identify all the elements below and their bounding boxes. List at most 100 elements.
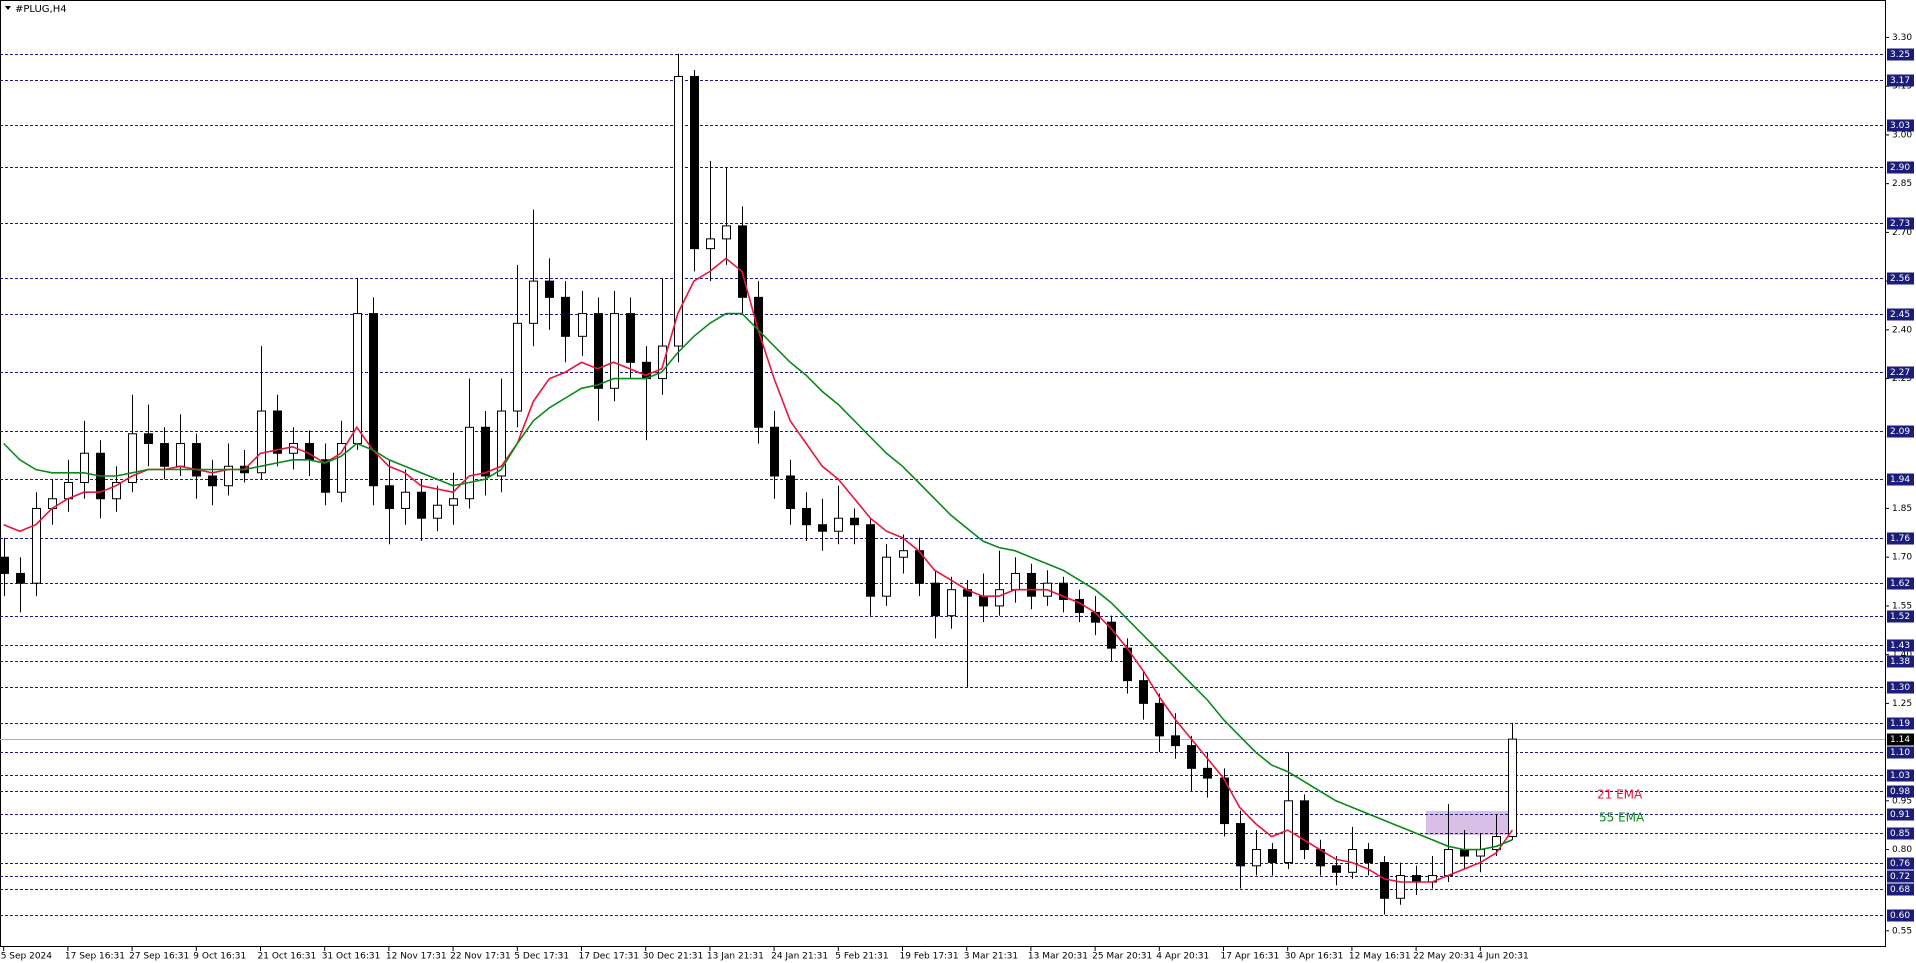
candle-body (802, 507, 811, 526)
level-label: 0.85 (1890, 829, 1910, 839)
candle-body (16, 572, 25, 584)
candle-body (80, 452, 89, 483)
y-tick-label: 1.55 (1892, 601, 1912, 611)
candle-body (176, 443, 185, 467)
x-tick-label: 30 Apr 16:31 (1285, 952, 1344, 962)
candle-body (754, 296, 763, 428)
level-label: 0.98 (1890, 787, 1910, 797)
level-label: 0.76 (1890, 859, 1910, 869)
y-tick-label: 0.95 (1892, 796, 1912, 806)
candle-body (465, 426, 474, 500)
x-tick-label: 13 Jan 21:31 (707, 952, 764, 962)
candle-body (690, 75, 699, 250)
level-label: 3.17 (1890, 76, 1910, 86)
legend-label: 21 EMA (1597, 788, 1643, 802)
candle-body (1027, 572, 1036, 597)
y-tick-label: 3.30 (1892, 33, 1912, 43)
x-tick-label: 13 Mar 20:31 (1028, 952, 1088, 962)
candle-body (1444, 849, 1453, 877)
x-tick-label: 22 Nov 17:31 (450, 952, 511, 962)
candle-body (1364, 849, 1373, 864)
candle-body (160, 443, 169, 467)
level-label: 0.60 (1890, 911, 1910, 921)
x-tick-label: 5 Feb 21:31 (835, 952, 888, 962)
candle-body (594, 313, 603, 389)
candle-body (401, 491, 410, 509)
level-label-box (1887, 610, 1914, 623)
x-tick-label: 17 Dec 17:31 (579, 952, 640, 962)
y-tick-label: 2.85 (1892, 179, 1912, 189)
x-tick-label: 21 Oct 16:31 (258, 952, 317, 962)
level-label: 3.03 (1890, 121, 1910, 131)
candle-body (658, 345, 667, 380)
level-label-box (1887, 425, 1914, 438)
candle-body (1396, 875, 1405, 899)
candle-body (1300, 800, 1309, 851)
level-label: 1.03 (1890, 771, 1910, 781)
candle-body (144, 433, 153, 445)
x-tick-label: 3 Mar 21:31 (964, 952, 1018, 962)
candle-body (1460, 849, 1469, 857)
y-tick-label: 3.00 (1892, 130, 1912, 140)
candle-body (1171, 735, 1180, 747)
level-label-box (1887, 717, 1914, 730)
y-tick-label: 1.85 (1892, 504, 1912, 514)
candle-body (305, 443, 314, 461)
candle-body (1476, 849, 1485, 857)
level-label: 1.38 (1890, 657, 1910, 667)
legend-label: 55 EMA (1599, 811, 1645, 825)
level-label-box (1887, 681, 1914, 694)
x-tick-label: 25 Mar 20:31 (1092, 952, 1152, 962)
menu-triangle[interactable] (5, 6, 11, 10)
candle-body (64, 481, 73, 500)
candle-body (192, 443, 201, 477)
level-label: 0.68 (1890, 885, 1910, 895)
level-label-box (1887, 473, 1914, 486)
candle-body (1187, 745, 1196, 769)
candle-body (208, 475, 217, 487)
chart-title: #PLUG,H4 (15, 4, 67, 15)
y-tick-label: 3.15 (1892, 82, 1912, 92)
level-label: 1.30 (1890, 683, 1910, 693)
level-label-box (1887, 655, 1914, 668)
candle-body (257, 410, 266, 474)
x-tick-label: 27 Sep 16:31 (129, 952, 189, 962)
candle-body (353, 313, 362, 445)
candle-body (722, 225, 731, 240)
level-label-box (1887, 909, 1914, 922)
y-tick-label: 2.40 (1892, 325, 1912, 335)
y-tick-label: 0.55 (1892, 926, 1912, 936)
x-tick-label: 19 Feb 17:31 (900, 952, 959, 962)
candle-body (947, 589, 956, 617)
level-label: 1.62 (1890, 579, 1910, 589)
candle-body (1236, 823, 1245, 867)
candle-body (337, 443, 346, 493)
candle-body (642, 361, 651, 380)
candle-body (561, 296, 570, 337)
candle-body (899, 550, 908, 558)
y-tick-label: 2.25 (1892, 374, 1912, 384)
y-tick-label: 1.25 (1892, 699, 1912, 709)
x-tick-label: 31 Oct 16:31 (322, 952, 381, 962)
candle-body (1332, 865, 1341, 873)
x-tick-label: 9 Oct 16:31 (193, 952, 246, 962)
level-label-box (1887, 827, 1914, 840)
candle-body (1059, 582, 1068, 600)
x-tick-label: 22 May 20:31 (1413, 952, 1475, 962)
candle-body (610, 313, 619, 389)
candle-body (1220, 777, 1229, 825)
candle-body (706, 238, 715, 250)
level-label-box (1887, 857, 1914, 870)
candle-body (931, 582, 940, 617)
level-label-box (1887, 577, 1914, 590)
candle-body (995, 589, 1004, 607)
x-tick-label: 4 Jun 20:31 (1477, 952, 1528, 962)
candle-body (497, 410, 506, 477)
level-label: 0.91 (1890, 810, 1910, 820)
level-label-box (1887, 639, 1914, 652)
candle-body (1268, 849, 1277, 864)
candle-body (882, 556, 891, 597)
candle-body (128, 433, 137, 483)
candle-body (674, 75, 683, 347)
level-label: 2.56 (1890, 274, 1910, 284)
